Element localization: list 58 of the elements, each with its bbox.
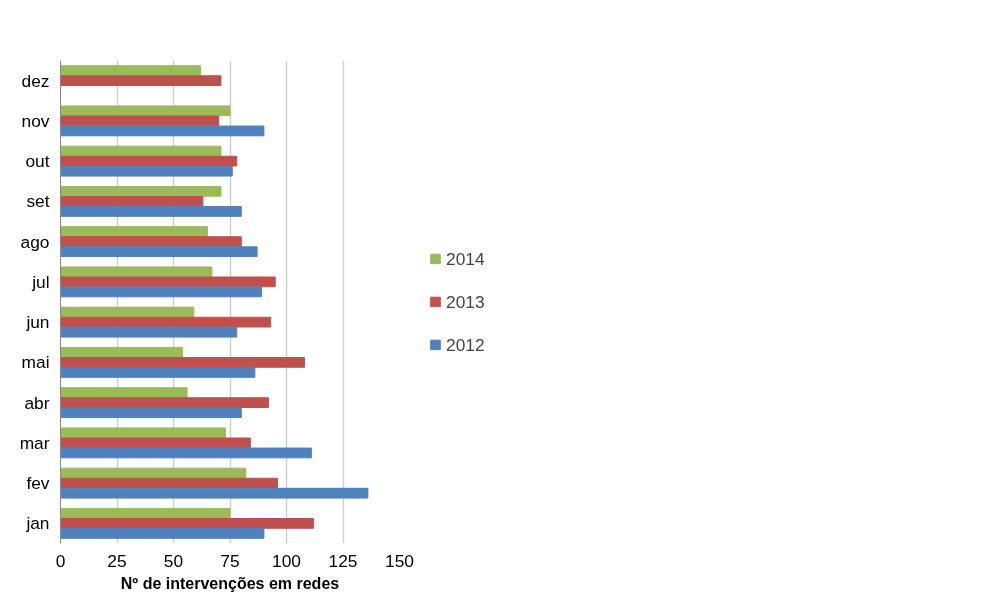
y-tick-label: ago <box>20 231 50 252</box>
x-tick-label: 100 <box>272 550 301 571</box>
bar <box>60 75 222 87</box>
bar <box>60 276 276 288</box>
y-tick-label: jun <box>25 312 50 333</box>
bar <box>60 195 204 207</box>
bar <box>60 477 278 489</box>
y-tick-label: fev <box>26 473 50 494</box>
y-tick-label: set <box>26 191 50 212</box>
bar <box>60 115 220 127</box>
bar <box>60 467 247 479</box>
bar <box>60 125 265 137</box>
legend-label: 2013 <box>446 291 485 312</box>
legend-label: 2012 <box>446 334 485 355</box>
bar <box>60 397 269 409</box>
bar <box>60 356 306 368</box>
bar <box>60 487 369 499</box>
y-tick-label: mar <box>19 432 50 453</box>
x-axis-title: Nº de intervenções em redes <box>120 574 340 592</box>
bar <box>60 226 208 237</box>
bar <box>60 236 242 248</box>
bar <box>60 316 272 328</box>
x-tick-label: 75 <box>220 550 240 571</box>
bar <box>60 105 231 117</box>
bar <box>60 165 233 177</box>
bar <box>60 437 251 449</box>
bar <box>60 206 242 217</box>
y-tick-label: mai <box>21 352 50 373</box>
bar <box>60 266 213 278</box>
y-tick-label: dez <box>21 70 50 91</box>
bar <box>60 367 256 378</box>
y-tick-label: nov <box>21 110 50 131</box>
bar <box>60 246 258 258</box>
bar <box>60 155 238 167</box>
y-tick-label: jul <box>31 271 50 292</box>
x-tick-label: 0 <box>55 550 66 571</box>
bar <box>60 306 195 318</box>
bar <box>60 346 184 358</box>
x-tick-label: 50 <box>163 550 184 571</box>
legend-label: 2014 <box>446 248 485 269</box>
bar <box>60 145 222 157</box>
bar <box>60 387 188 398</box>
y-tick-label: abr <box>24 392 50 413</box>
bar <box>60 507 231 519</box>
bar <box>60 326 238 338</box>
x-tick-label: 125 <box>328 550 358 571</box>
x-tick-label: 25 <box>107 550 127 571</box>
bar <box>60 517 315 529</box>
bar <box>60 65 202 76</box>
bar <box>60 185 222 197</box>
bar <box>60 528 265 539</box>
bar <box>60 447 312 459</box>
bar <box>60 407 242 419</box>
y-tick-label: out <box>25 151 50 172</box>
bar <box>60 286 263 298</box>
bar <box>60 427 226 439</box>
y-tick-label: jan <box>25 513 50 534</box>
x-tick-label: 150 <box>385 550 414 571</box>
